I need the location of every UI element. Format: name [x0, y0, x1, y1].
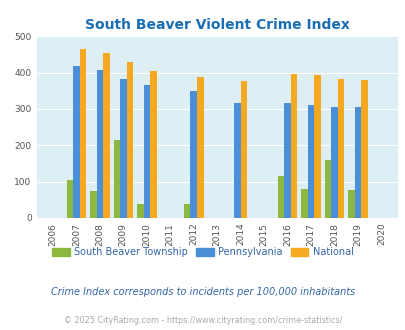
Bar — [301, 189, 307, 218]
Bar — [79, 49, 86, 218]
Bar — [126, 62, 133, 218]
Bar — [196, 77, 203, 218]
Text: Crime Index corresponds to incidents per 100,000 inhabitants: Crime Index corresponds to incidents per… — [51, 287, 354, 297]
Legend: South Beaver Township, Pennsylvania, National: South Beaver Township, Pennsylvania, Nat… — [48, 243, 357, 261]
Bar — [354, 107, 360, 218]
Bar — [234, 104, 240, 218]
Bar — [136, 204, 143, 218]
Bar — [113, 140, 120, 218]
Bar — [190, 91, 196, 218]
Text: © 2025 CityRating.com - https://www.cityrating.com/crime-statistics/: © 2025 CityRating.com - https://www.city… — [64, 316, 341, 325]
Bar — [330, 107, 337, 218]
Bar — [307, 105, 313, 218]
Bar — [240, 81, 247, 218]
Bar — [183, 204, 190, 218]
Bar — [284, 104, 290, 218]
Bar — [73, 66, 79, 218]
Bar — [150, 71, 156, 218]
Title: South Beaver Violent Crime Index: South Beaver Violent Crime Index — [85, 18, 349, 32]
Bar — [337, 80, 343, 218]
Bar — [120, 80, 126, 218]
Bar — [347, 190, 354, 218]
Bar — [290, 74, 297, 218]
Bar — [66, 180, 73, 218]
Bar — [96, 70, 103, 218]
Bar — [277, 176, 284, 218]
Bar — [360, 80, 367, 218]
Bar — [103, 52, 109, 218]
Bar — [324, 160, 330, 218]
Bar — [143, 84, 150, 218]
Bar — [313, 75, 320, 218]
Bar — [90, 191, 96, 218]
